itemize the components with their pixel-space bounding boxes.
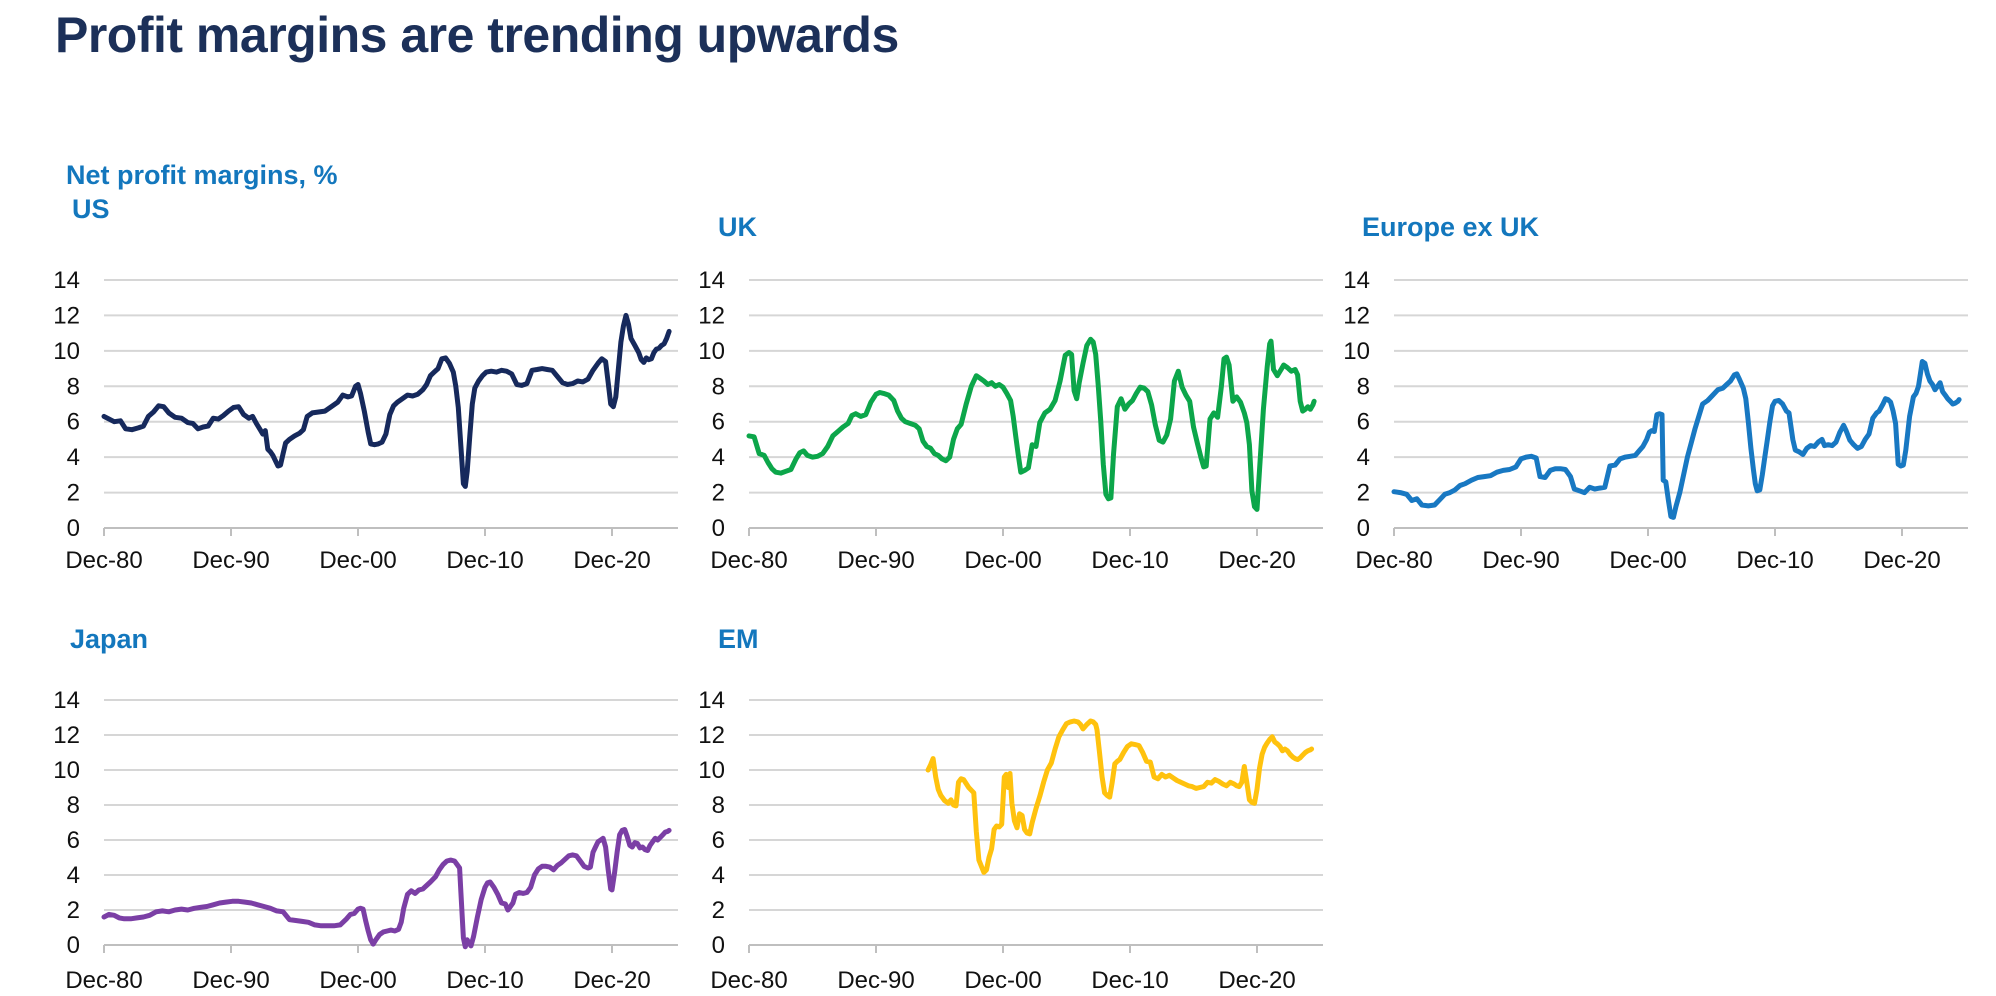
x-tick-label: Dec-10 <box>1091 547 1168 574</box>
y-tick-label: 10 <box>698 338 725 365</box>
x-tick-label: Dec-10 <box>1736 547 1813 574</box>
y-tick-label: 10 <box>53 338 80 365</box>
y-tick-label: 4 <box>67 862 80 889</box>
europe_ex_uk-series-line <box>1391 359 1962 520</box>
x-tick-label: Dec-00 <box>319 967 396 994</box>
y-tick-label: 4 <box>712 862 725 889</box>
panel-title-us: US <box>72 194 110 224</box>
y-tick-label: 6 <box>67 409 80 436</box>
uk-series-line <box>746 336 1317 512</box>
panel-title-uk: UK <box>718 212 757 242</box>
y-tick-label: 6 <box>712 827 725 854</box>
y-tick-label: 8 <box>67 373 80 400</box>
x-tick-label: Dec-80 <box>710 547 787 574</box>
em-line-chart: 0 2 4 6 8 10 12 14 Dec-80 Dec-90 Dec-00 Dec-10 Dec-2… <box>698 687 1323 994</box>
panel-title-japan: Japan <box>70 624 149 654</box>
y-tick-label: 10 <box>698 757 725 784</box>
y-tick-label: 6 <box>67 827 80 854</box>
x-tick-label: Dec-10 <box>1091 967 1168 994</box>
x-tick-label: Dec-20 <box>1863 547 1940 574</box>
y-tick-label: 0 <box>712 515 725 542</box>
y-tick-label: 12 <box>1343 302 1370 329</box>
y-tick-label: 12 <box>53 302 80 329</box>
x-tick-label: Dec-10 <box>446 547 523 574</box>
y-tick-label: 14 <box>698 687 725 714</box>
x-tick-label: Dec-10 <box>446 967 523 994</box>
y-tick-label: 12 <box>53 722 80 749</box>
x-tick-label: Dec-90 <box>837 967 914 994</box>
y-tick-label: 4 <box>67 444 80 471</box>
x-tick-label: Dec-20 <box>573 967 650 994</box>
y-tick-label: 14 <box>1343 267 1370 294</box>
x-tick-label: Dec-90 <box>837 547 914 574</box>
x-tick-label: Dec-80 <box>1355 547 1432 574</box>
page-title: Profit margins are trending upwards <box>55 7 899 63</box>
y-tick-label: 0 <box>1357 515 1370 542</box>
y-tick-label: 12 <box>698 722 725 749</box>
x-tick-label: Dec-80 <box>65 547 142 574</box>
x-tick-label: Dec-90 <box>192 547 269 574</box>
x-tick-label: Dec-00 <box>1609 547 1686 574</box>
x-tick-label: Dec-80 <box>710 967 787 994</box>
x-tick-label: Dec-90 <box>1482 547 1559 574</box>
y-tick-label: 2 <box>712 480 725 507</box>
y-tick-label: 8 <box>67 792 80 819</box>
y-tick-label: 2 <box>67 897 80 924</box>
y-tick-label: 4 <box>1357 444 1370 471</box>
y-tick-label: 8 <box>1357 373 1370 400</box>
y-tick-label: 4 <box>712 444 725 471</box>
chart-subtitle: Net profit margins, % <box>66 160 338 190</box>
europe-ex-uk-line-chart: 0 2 4 6 8 10 12 14 Dec-80 Dec-90 Dec-00 Dec-10 Dec-2… <box>1343 267 1968 574</box>
x-tick-label: Dec-20 <box>573 547 650 574</box>
panel-title-em: EM <box>718 624 759 654</box>
x-tick-label: Dec-00 <box>964 547 1041 574</box>
uk-line-chart: 0 2 4 6 8 10 12 14 Dec-80 Dec-90 Dec-00 Dec-10 Dec-2… <box>698 267 1323 574</box>
x-tick-label: Dec-90 <box>192 967 269 994</box>
japan-line-chart: 0 2 4 6 8 10 12 14 Dec-80 Dec-90 Dec-00 Dec-10 Dec-2… <box>53 687 678 994</box>
y-tick-label: 10 <box>53 757 80 784</box>
y-tick-label: 14 <box>698 267 725 294</box>
y-tick-label: 0 <box>67 515 80 542</box>
y-tick-label: 10 <box>1343 338 1370 365</box>
x-tick-label: Dec-20 <box>1218 547 1295 574</box>
x-tick-label: Dec-80 <box>65 967 142 994</box>
y-tick-label: 2 <box>67 480 80 507</box>
y-tick-label: 8 <box>712 373 725 400</box>
y-tick-label: 6 <box>712 409 725 436</box>
x-tick-label: Dec-20 <box>1218 967 1295 994</box>
y-tick-label: 0 <box>67 932 80 959</box>
y-tick-label: 14 <box>53 687 80 714</box>
y-tick-label: 14 <box>53 267 80 294</box>
x-tick-label: Dec-00 <box>964 967 1041 994</box>
japan-series-line <box>101 827 672 950</box>
y-tick-label: 6 <box>1357 409 1370 436</box>
em-series-line <box>925 718 1315 875</box>
y-tick-label: 8 <box>712 792 725 819</box>
y-tick-label: 12 <box>698 302 725 329</box>
y-tick-label: 2 <box>1357 480 1370 507</box>
y-tick-label: 2 <box>712 897 725 924</box>
y-tick-label: 0 <box>712 932 725 959</box>
panel-title-europe-ex-uk: Europe ex UK <box>1362 212 1540 242</box>
x-tick-label: Dec-00 <box>319 547 396 574</box>
us-series-line <box>101 312 672 489</box>
us-line-chart: 0 2 4 6 8 10 12 14 Dec-80 Dec-90 Dec-00 Dec-10 Dec-2… <box>53 267 678 574</box>
